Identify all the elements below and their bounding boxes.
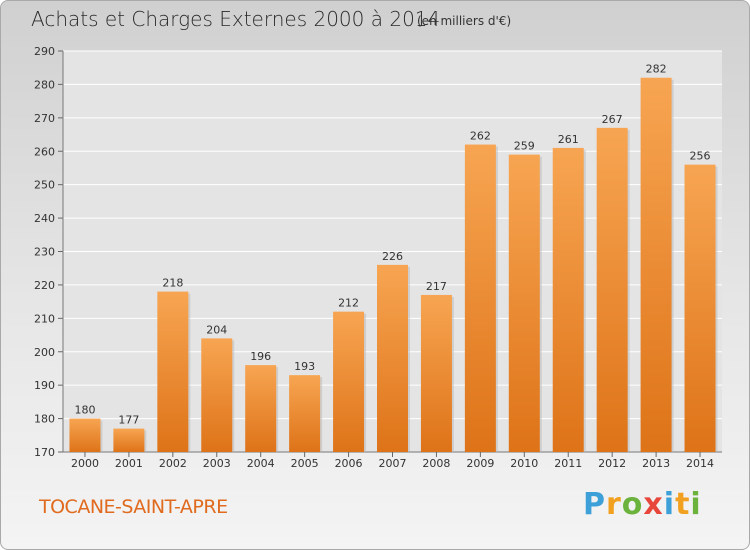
bar [377, 264, 408, 452]
x-tick-label: 2012 [598, 457, 626, 470]
logo-letter: i [663, 487, 676, 522]
logo-letter: t [675, 487, 691, 522]
bar-value-label: 212 [338, 297, 359, 310]
y-tick-label: 270 [34, 112, 55, 125]
x-tick-label: 2000 [71, 457, 99, 470]
bar [157, 291, 189, 452]
logo-letter: i [690, 487, 702, 522]
proxiti-logo: Proxiti [583, 487, 702, 522]
bar [596, 127, 628, 452]
chart-subtitle: (en milliers d'€) [417, 14, 512, 28]
x-tick-label: 2011 [554, 457, 582, 470]
x-tick-label: 2010 [510, 457, 538, 470]
x-tick-label: 2002 [159, 457, 187, 470]
x-tick-label: 2003 [203, 457, 231, 470]
bar-value-label: 256 [690, 150, 711, 163]
y-tick-label: 220 [34, 279, 55, 292]
bar-value-label: 217 [426, 280, 447, 293]
y-tick-label: 200 [34, 346, 55, 359]
y-tick-label: 180 [34, 413, 55, 426]
y-tick-label: 190 [34, 379, 55, 392]
y-tick-label: 240 [34, 212, 55, 225]
bar-value-label: 267 [602, 113, 623, 126]
logo-letter: x [643, 487, 664, 522]
y-tick-label: 210 [34, 312, 55, 325]
x-tick-label: 2014 [686, 457, 714, 470]
x-tick-label: 2008 [422, 457, 450, 470]
bar-value-label: 261 [558, 133, 579, 146]
bar-value-label: 177 [118, 414, 139, 427]
bar [464, 144, 496, 453]
x-tick-label: 2001 [115, 457, 143, 470]
x-tick-label: 2013 [642, 457, 670, 470]
bar-value-label: 226 [382, 250, 403, 263]
y-tick-label: 250 [34, 179, 55, 192]
x-tick-label: 2005 [291, 457, 319, 470]
bar [69, 418, 101, 452]
bar [201, 338, 233, 452]
bar-value-label: 218 [162, 277, 183, 290]
bar-value-label: 180 [74, 404, 95, 417]
bar-value-label: 204 [206, 323, 227, 336]
bar [113, 428, 145, 452]
logo-letter: P [583, 487, 606, 522]
bar [245, 365, 277, 452]
y-tick-label: 230 [34, 246, 55, 259]
y-tick-label: 290 [34, 45, 55, 58]
bar [420, 294, 452, 452]
chart-title: Achats et Charges Externes 2000 à 2014 [31, 7, 441, 31]
y-tick-label: 260 [34, 145, 55, 158]
bar [508, 154, 540, 452]
x-tick-label: 2004 [247, 457, 275, 470]
x-tick-label: 2007 [379, 457, 407, 470]
logo-letter: r [606, 487, 622, 522]
bar-value-label: 193 [294, 360, 315, 373]
y-tick-label: 170 [34, 446, 55, 459]
logo-letter: o [621, 487, 644, 522]
y-tick-label: 280 [34, 78, 55, 91]
bar-value-label: 262 [470, 130, 491, 143]
bar [333, 311, 365, 452]
x-tick-label: 2006 [335, 457, 363, 470]
bar-value-label: 282 [646, 63, 667, 76]
bar-value-label: 196 [250, 350, 271, 363]
commune-name: TOCANE-SAINT-APRE [39, 496, 228, 518]
bar [684, 164, 716, 452]
bar [289, 375, 321, 452]
bar [552, 147, 584, 453]
x-tick-label: 2009 [466, 457, 494, 470]
bar-value-label: 259 [514, 140, 535, 153]
bar [640, 77, 672, 452]
